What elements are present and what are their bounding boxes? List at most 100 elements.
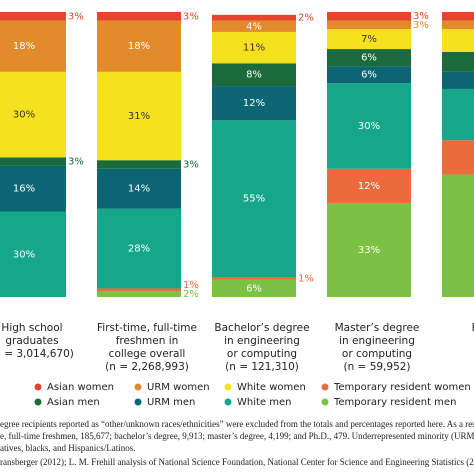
legend-label: Asian men [47,397,100,408]
legend-label: Temporary resident men [333,397,456,408]
value-label: 55% [243,194,265,205]
x-tick-label: or computing [227,348,297,360]
bar-segment [0,20,66,72]
value-label: 4% [246,21,262,32]
legend-label: URM men [147,397,195,408]
bar-segment [0,211,66,297]
bar-segment [212,120,296,278]
legend-marker [34,398,42,406]
value-label: 8% [246,70,262,81]
bar-segment [327,168,411,203]
bar-segment [97,71,181,161]
legend-label: White women [237,382,306,393]
bar-segment [327,29,411,50]
x-tick-label: or computing [342,348,412,360]
value-label: 30% [13,110,35,121]
value-label: 3% [183,159,199,170]
bar-segment [212,279,296,297]
footnote: atives, blacks, and Hispanics/Latinos. [0,443,135,453]
bar-segment [442,12,474,21]
x-tick-label: (n = 59,952) [343,361,410,373]
value-label: 3% [413,11,429,22]
bar-segment [97,288,181,292]
value-label: 1% [298,273,314,284]
bar-segment [327,20,411,30]
legend-marker [321,398,329,406]
value-label: 30% [13,249,35,260]
legend-marker [224,398,232,406]
bar-segment [442,29,474,52]
x-tick-label: Ph.D. in [472,322,474,334]
value-label: 6% [361,70,377,81]
value-label: 12% [358,181,380,192]
bar-segment [97,20,181,72]
x-tick-label: freshmen in [116,335,179,347]
value-label: 3% [68,157,84,168]
value-label: 2% [183,289,199,300]
bar-segment [442,88,474,141]
x-tick-label: college overall [109,348,186,360]
value-label: 30% [358,121,380,132]
bar-segment [327,202,411,297]
value-label: 3% [413,20,429,31]
bar-segment [212,14,296,21]
bar-segment [97,168,181,209]
x-tick-label: in engineering [339,335,415,347]
legend-label: Temporary resident women [333,382,471,393]
bar-segment [97,208,181,289]
legend-marker [34,383,42,391]
x-tick-label: (n = 121,310) [225,361,299,373]
bar-segment [0,12,66,21]
value-label: 7% [361,34,377,45]
bar-segment [212,63,296,87]
value-label: 16% [13,184,35,195]
x-tick-label: High school [1,322,62,334]
bar-segment [212,31,296,64]
bar-segment [97,160,181,169]
bar-segment [442,174,474,297]
value-label: 33% [358,245,380,256]
x-tick-label: graduates [5,335,58,347]
bar-segment [442,140,474,175]
bar-segment [212,86,296,121]
x-tick-label: Master’s degree [335,322,420,334]
value-label: 28% [128,244,150,255]
legend-label: URM women [147,382,210,393]
value-label: 3% [68,11,84,22]
bar-segment [327,83,411,169]
legend-marker [134,398,142,406]
value-label: 31% [128,111,150,122]
legend-marker [321,383,329,391]
legend-label: Asian women [47,382,114,393]
value-label: 6% [361,53,377,64]
value-label: 6% [246,283,262,294]
bar-segment [0,165,66,212]
bar-segment [0,157,66,166]
legend-marker [224,383,232,391]
value-label: 2% [298,13,314,24]
value-label: 11% [243,43,265,54]
bar-segment [442,51,474,72]
x-tick-label: in engineering [224,335,300,347]
x-tick-label: (n = 3,014,670) [0,348,74,360]
footnote: ransberger (2012); L. M. Frehill analysi… [0,457,474,467]
footnote: egree recipients reported as “other/unkn… [0,419,474,429]
bar-segment [442,20,474,30]
bar-segment [327,66,411,84]
bar-segment [327,49,411,67]
value-label: 14% [128,184,150,195]
bar-segment [97,291,181,297]
bar-segment [97,12,181,21]
value-label: 18% [13,41,35,52]
bar-segment [212,20,296,32]
x-tick-label: First-time, full-time [97,322,197,334]
bar-segment [0,71,66,158]
value-label: 18% [128,41,150,52]
footnote: e, full-time freshmen, 185,677; bachelor… [0,431,474,441]
legend-marker [134,383,142,391]
value-label: 3% [183,11,199,22]
bar-segment [212,277,296,280]
legend-label: White men [237,397,292,408]
value-label: 12% [243,98,265,109]
